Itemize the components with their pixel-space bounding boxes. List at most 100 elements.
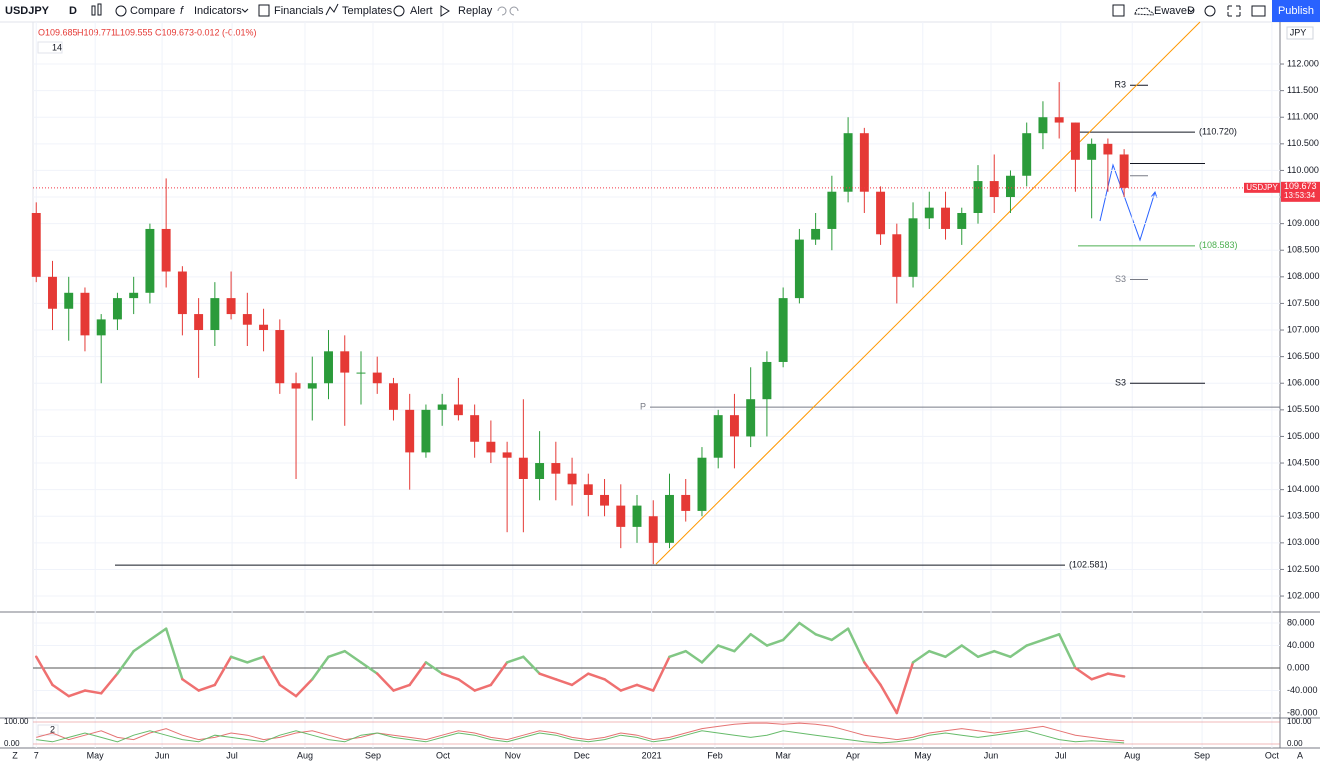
fullscreen-box[interactable] <box>1112 4 1125 17</box>
corner-left[interactable]: Z <box>12 750 18 760</box>
interval[interactable]: D <box>69 5 77 17</box>
candle-body <box>388 383 398 410</box>
y-tick-label: 104.000 <box>1287 484 1320 494</box>
candle-body <box>924 207 934 219</box>
candle-body <box>242 314 252 325</box>
level-label: P <box>640 402 646 412</box>
candle-body <box>324 351 333 384</box>
candle-body <box>177 271 187 315</box>
oscillator-segment <box>99 672 119 695</box>
publish-button[interactable] <box>1272 0 1320 22</box>
oscillator-segment <box>278 683 298 698</box>
oscillator-segment <box>392 683 411 692</box>
x-tick-label: Apr <box>846 750 860 760</box>
level-label: (108.583) <box>1199 240 1238 250</box>
candle-body <box>843 133 853 192</box>
oscillator-segment <box>668 649 687 659</box>
oscillator-segment <box>294 678 314 698</box>
fullscreen-icon[interactable] <box>1227 5 1241 17</box>
candle-body <box>778 298 788 362</box>
candle-body <box>941 207 950 229</box>
oscillator-segment <box>181 678 200 692</box>
candle-body <box>486 441 496 453</box>
alert-icon[interactable] <box>393 5 405 17</box>
toolbar-item[interactable]: Alert <box>410 5 433 17</box>
indicator-badge[interactable]: 2 <box>50 724 55 734</box>
candle-body <box>210 298 220 331</box>
projection-path <box>1099 163 1158 242</box>
oscillator-segment <box>554 678 574 687</box>
oscillator-segment <box>197 683 217 692</box>
badge-box[interactable] <box>37 41 63 54</box>
oscillator-segment <box>229 655 249 664</box>
currency[interactable]: JPY <box>1290 27 1307 37</box>
toolbar-item[interactable]: Templates <box>342 5 393 17</box>
x-tick-label: Nov <box>505 750 522 760</box>
toolbar-item[interactable]: Replay <box>458 5 493 17</box>
candle-body <box>1070 122 1080 160</box>
undo-redo[interactable] <box>497 6 519 16</box>
toolbar <box>0 0 1320 22</box>
oscillator-segment <box>213 655 233 687</box>
y-tick-label: 102.500 <box>1287 564 1320 574</box>
candle-body <box>794 239 804 299</box>
x-tick-label: May <box>87 750 105 760</box>
oscillator-segment <box>716 644 736 653</box>
candle-body <box>421 409 431 453</box>
candle-body <box>551 463 561 474</box>
settings-icon[interactable] <box>1204 5 1216 17</box>
oscillator-segment <box>262 655 282 687</box>
oscillator-segment <box>1009 644 1028 659</box>
candle-body <box>957 212 967 229</box>
symbol[interactable]: USDJPY <box>5 5 50 17</box>
x-tick-label: Sep <box>1194 750 1210 760</box>
oscillator-segment <box>473 683 493 692</box>
candle-body <box>518 457 528 479</box>
oscillator-segment <box>116 649 135 675</box>
badge[interactable]: 14 <box>52 42 62 52</box>
oscillator-segment <box>603 678 623 692</box>
oscillator-segment <box>327 649 346 659</box>
oscillator-segment <box>132 638 152 653</box>
snapshot-icon[interactable] <box>1251 5 1266 17</box>
candle-body <box>96 319 106 336</box>
toolbar-item[interactable]: Compare <box>130 5 175 17</box>
ohlc-high: H109.771 <box>77 27 116 37</box>
x-tick-label: May <box>914 750 932 760</box>
publish-label[interactable]: Publish <box>1278 5 1314 17</box>
dropdown-icon[interactable] <box>1187 8 1195 13</box>
cloud-icon[interactable] <box>1134 7 1154 16</box>
candle-body <box>64 292 74 309</box>
oscillator-segment <box>944 644 964 659</box>
candle-body <box>1054 117 1064 123</box>
oscillator-segment <box>587 672 606 681</box>
candle-body <box>161 228 171 272</box>
ohlc-close: C109.673 <box>155 27 194 37</box>
replay-icon[interactable] <box>440 5 450 17</box>
dropdown-icon[interactable] <box>241 8 249 13</box>
y-tick-label: 112.000 <box>1287 58 1319 68</box>
oscillator-segment <box>652 655 671 692</box>
layout-name[interactable]: EwaveD <box>1154 5 1195 17</box>
corner-right[interactable]: A <box>1297 750 1303 760</box>
badge-box[interactable] <box>37 724 59 736</box>
indicators-icon[interactable]: f <box>180 5 184 17</box>
candle-body <box>1006 175 1015 198</box>
oscillator-segment <box>522 655 541 675</box>
y-tick-label: -40.000 <box>1287 685 1318 695</box>
toolbar-item[interactable]: Indicators <box>194 5 242 17</box>
toolbar-item[interactable]: Financials <box>274 5 324 17</box>
candle-type-icon[interactable] <box>91 3 102 16</box>
oscillator-segment <box>700 644 720 664</box>
candle-body <box>453 404 463 416</box>
candle-body <box>600 494 610 506</box>
compare-icon[interactable] <box>115 5 127 17</box>
oscillator-segment <box>1090 672 1110 681</box>
candle-body <box>632 505 642 527</box>
currency-box[interactable] <box>1286 26 1314 40</box>
y-tick-label: 110.000 <box>1287 165 1319 175</box>
oscillator-segment <box>1025 638 1045 647</box>
templates-icon[interactable] <box>325 3 339 16</box>
financials-icon[interactable] <box>258 4 270 17</box>
candle-body <box>535 463 545 479</box>
